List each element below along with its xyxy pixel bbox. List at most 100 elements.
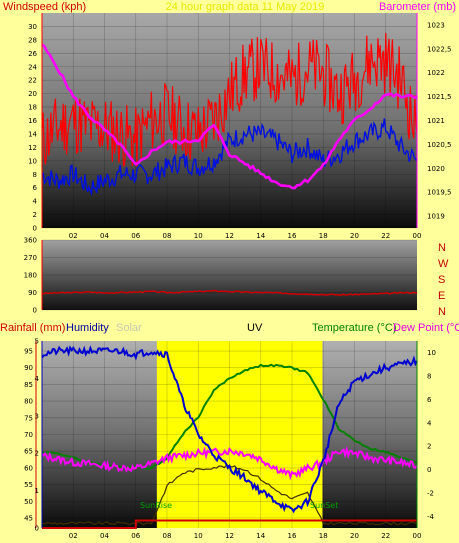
wind-tick-label: 20 <box>28 90 37 98</box>
wind-tick-label: 30 <box>28 23 37 31</box>
time-tick-label: 06 <box>131 532 140 540</box>
wind-tick-label: 14 <box>28 130 37 138</box>
barometer-tick-label: 1019 <box>427 213 445 221</box>
wind-axes: 02468101214161820222426283010191019,5102… <box>28 13 452 240</box>
time-tick-label: 16 <box>288 532 297 540</box>
time-tick-label: 22 <box>381 532 390 540</box>
humidity-axes: 4550556065707580859095012345-4-202468100… <box>24 338 436 541</box>
humidity-tick-label: 65 <box>24 448 33 456</box>
temperature-tick-label: 10 <box>427 349 436 357</box>
temperature-title: Temperature (°C) <box>312 322 396 334</box>
time-tick-label: 18 <box>319 232 328 240</box>
temperature-tick-label: 0 <box>427 466 431 474</box>
temperature-tick-label: -4 <box>427 513 435 521</box>
wind-tick-label: 4 <box>33 198 38 206</box>
humidity-tick-label: 75 <box>24 414 33 422</box>
uv-title: UV <box>247 322 263 334</box>
rainfall-tick-label: 1 <box>35 487 39 495</box>
wind-tick-label: 6 <box>33 184 38 192</box>
barometer-line <box>41 43 418 190</box>
compass-n-bottom: N <box>438 306 446 318</box>
time-tick-label: 16 <box>288 232 297 240</box>
rainfall-tick-label: 3 <box>35 412 39 420</box>
humidity-tick-label: 90 <box>24 364 33 372</box>
barometer-tick-label: 1020,5 <box>427 141 452 149</box>
rainfall-tick-label: 5 <box>35 338 39 346</box>
time-tick-label: 12 <box>225 532 234 540</box>
rainfall-title: Rainfall (mm) <box>0 322 65 334</box>
barometer-tick-label: 1021,5 <box>427 93 452 101</box>
humidity-tick-label: 60 <box>24 464 33 472</box>
temperature-tick-label: 8 <box>427 373 431 381</box>
humidity-tick-label: 55 <box>24 481 33 489</box>
dewpoint-title: Dew Point (°C) <box>393 322 459 334</box>
direction-tick-label: 180 <box>24 272 37 280</box>
time-tick-label: 20 <box>350 532 359 540</box>
direction-tick-label: 360 <box>24 237 37 245</box>
rainfall-line <box>42 519 417 529</box>
time-tick-label: 00 <box>413 232 422 240</box>
temperature-tick-label: -2 <box>427 489 434 497</box>
time-tick-label: 04 <box>100 532 109 540</box>
rainfall-tick-label: 4 <box>35 375 40 383</box>
barometer-tick-label: 1020 <box>427 165 445 173</box>
humidity-grid <box>42 341 418 528</box>
barometer-tick-label: 1022 <box>427 69 445 77</box>
direction-tick-label: 90 <box>28 289 37 297</box>
time-tick-label: 18 <box>319 532 328 540</box>
humidity-series <box>41 345 418 529</box>
compass-s: S <box>438 274 445 286</box>
direction-tick-label: 270 <box>24 254 37 262</box>
temperature-tick-label: 4 <box>427 419 432 427</box>
wind-tick-label: 26 <box>28 50 37 58</box>
wind-tick-label: 8 <box>33 171 37 179</box>
direction-plot-area <box>42 240 417 310</box>
barometer-tick-label: 1019,5 <box>427 189 452 197</box>
direction-series <box>42 289 418 297</box>
time-tick-label: 12 <box>225 232 234 240</box>
wind-tick-label: 28 <box>28 36 37 44</box>
dew-point-line <box>41 445 418 481</box>
time-tick-label: 08 <box>163 232 172 240</box>
wind-tick-label: 12 <box>28 144 37 152</box>
direction-tick-label: 0 <box>33 307 37 315</box>
time-tick-label: 14 <box>256 532 265 540</box>
sunset-label: SunSet <box>310 501 338 510</box>
barometer-tick-label: 1023 <box>427 21 445 29</box>
time-tick-label: 06 <box>131 232 140 240</box>
wind-tick-label: 16 <box>28 117 37 125</box>
time-tick-label: 02 <box>69 532 78 540</box>
wind-average-line <box>41 118 418 197</box>
humidity-tick-label: 85 <box>24 381 33 389</box>
graph-date-title: 24 hour graph data 11 May 2019 <box>166 1 325 13</box>
humidity-tick-label: 70 <box>24 431 33 439</box>
temperature-tick-label: 6 <box>427 396 432 404</box>
time-tick-label: 02 <box>69 232 78 240</box>
wind-tick-label: 0 <box>33 225 37 233</box>
wind-tick-label: 10 <box>28 157 37 165</box>
wind-direction-line <box>42 289 418 297</box>
wind-tick-label: 24 <box>28 63 37 71</box>
time-tick-label: 20 <box>350 232 359 240</box>
wind-tick-label: 2 <box>33 211 37 219</box>
time-tick-label: 10 <box>194 232 203 240</box>
time-tick-label: 14 <box>256 232 265 240</box>
temperature-tick-label: 2 <box>427 443 431 451</box>
bottom-titles: Rainfall (mm) Humidity Solar UV Temperat… <box>0 322 459 334</box>
humidity-line <box>41 345 418 514</box>
windspeed-title: Windspeed (kph) <box>3 1 86 13</box>
humidity-tick-label: 50 <box>24 498 33 506</box>
wind-series <box>41 32 418 197</box>
compass-labels: N W S E N <box>438 242 449 318</box>
time-tick-label: 04 <box>100 232 109 240</box>
wind-gust-line <box>41 32 418 167</box>
barometer-title: Barometer (mb) <box>379 1 456 13</box>
barometer-tick-label: 1022,5 <box>427 45 452 53</box>
time-tick-label: 22 <box>381 232 390 240</box>
humidity-title: Humidity <box>66 322 109 334</box>
solar-title: Solar <box>116 322 142 334</box>
humidity-tick-label: 95 <box>24 348 33 356</box>
wind-tick-label: 22 <box>28 77 37 85</box>
compass-w: W <box>438 258 449 270</box>
time-tick-label: 00 <box>413 532 422 540</box>
